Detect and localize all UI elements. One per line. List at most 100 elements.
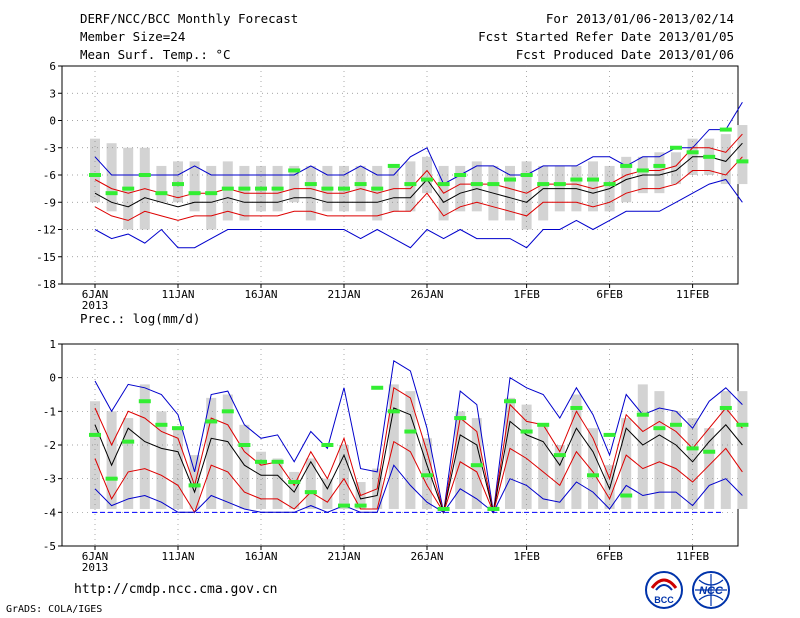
obs-marker [437, 182, 450, 187]
spread-bar [106, 143, 117, 212]
obs-marker [288, 480, 301, 485]
spread-bar [156, 165, 167, 203]
obs-marker [321, 443, 334, 447]
spread-bar [720, 391, 731, 509]
spread-bar [588, 161, 598, 212]
spread-bar [588, 428, 598, 509]
obs-marker [620, 163, 633, 168]
obs-marker [736, 422, 749, 427]
chart-panel-precipitation: 1 0 -1 -2 -3 -4 -5 6JAN 11JAN 16JAN 21JAN 26JAN 1FEB… [43, 338, 749, 574]
spread-bar [505, 165, 515, 221]
variable-label: Mean Surf. Temp.: °C [80, 47, 231, 62]
obs-marker [703, 154, 716, 159]
obs-marker [570, 405, 583, 410]
y-tick-label: -5 [43, 540, 56, 553]
series-line-p_high [94, 386, 743, 513]
obs-marker [122, 439, 135, 444]
chart-panel-temperature: 6 3 0 -3 -6 -9 -12 -15 -18 6JAN 11JAN 16JAN 21JAN 26J… [36, 60, 749, 312]
spread-bar [339, 445, 349, 509]
obs-marker [587, 473, 599, 478]
obs-marker [437, 506, 450, 511]
spread-bar [289, 165, 300, 203]
x-year-label: 2013 [82, 299, 109, 312]
obs-marker [470, 463, 483, 468]
bcc-logo-text: BCC [654, 595, 674, 605]
obs-marker [205, 191, 218, 196]
obs-marker [338, 186, 350, 191]
obs-marker [288, 168, 301, 173]
grads-credit: GrADS: COLA/IGES [6, 604, 103, 615]
obs-marker [155, 422, 168, 427]
obs-marker [421, 473, 433, 478]
obs-marker [454, 173, 467, 177]
obs-marker [736, 159, 749, 164]
spread-bar [90, 138, 100, 203]
obs-marker [321, 186, 334, 191]
obs-marker [271, 186, 284, 191]
x-tick-label: 1FEB [513, 550, 540, 563]
obs-marker [188, 191, 201, 196]
y-tick-label: -9 [43, 196, 56, 209]
ncc-logo-text: NCC [699, 585, 724, 597]
obs-marker [387, 163, 400, 168]
obs-marker [570, 177, 583, 182]
y-tick-label: -12 [36, 224, 56, 237]
obs-marker [221, 186, 234, 191]
spread-bar [206, 397, 217, 509]
obs-marker [255, 459, 267, 464]
spread-bar [471, 161, 482, 212]
y-tick-label: -18 [36, 278, 56, 291]
obs-marker [221, 409, 234, 414]
spread-bar [106, 411, 117, 509]
spread-bar [405, 391, 416, 509]
obs-marker [172, 182, 184, 187]
y-tick-label: -3 [43, 473, 56, 486]
obs-marker [188, 483, 201, 488]
obs-marker [387, 409, 400, 414]
x-tick-label: 16JAN [244, 550, 277, 563]
obs-marker [553, 453, 566, 458]
obs-marker [155, 191, 168, 196]
spread-bar [671, 152, 681, 185]
forecast-produced-date: Fcst Produced Date 2013/01/06 [515, 47, 734, 62]
spread-bar [405, 161, 416, 212]
obs-marker [138, 399, 151, 404]
spread-bar [455, 165, 466, 212]
obs-marker [719, 127, 732, 132]
spread-bar [90, 401, 100, 509]
series-line-p_high [94, 133, 743, 199]
obs-marker [603, 182, 616, 187]
obs-marker [404, 182, 417, 187]
spread-bar [554, 445, 565, 509]
forecast-period: For 2013/01/06-2013/02/14 [545, 11, 734, 26]
obs-marker [487, 182, 500, 187]
obs-marker [520, 173, 533, 177]
spread-bar [654, 391, 665, 509]
obs-marker [89, 432, 101, 437]
spread-bar [189, 161, 200, 212]
obs-marker [653, 163, 666, 168]
source-url: http://cmdp.ncc.cma.gov.cn [74, 582, 278, 597]
x-tick-label: 11FEB [676, 288, 709, 301]
x-tick-label: 6FEB [596, 288, 623, 301]
x-tick-label: 11JAN [161, 550, 194, 563]
obs-marker [587, 177, 599, 182]
y-tick-label: -2 [43, 439, 56, 452]
series-line-median [94, 142, 743, 208]
spread-bar [538, 424, 549, 509]
spread-bar [322, 478, 333, 509]
series-line-p_low [94, 440, 743, 514]
spread-bar [239, 424, 250, 509]
y-tick-label: 0 [49, 115, 56, 128]
spread-bar [671, 411, 681, 509]
obs-marker [520, 429, 533, 434]
spread-bar [289, 471, 300, 509]
obs-marker [354, 503, 367, 508]
obs-marker [703, 449, 716, 454]
spread-bar [737, 125, 748, 185]
y-tick-label: -1 [43, 405, 56, 418]
spread-bar [305, 165, 316, 221]
spread-bar [139, 384, 150, 509]
x-tick-label: 6JAN [82, 550, 109, 563]
